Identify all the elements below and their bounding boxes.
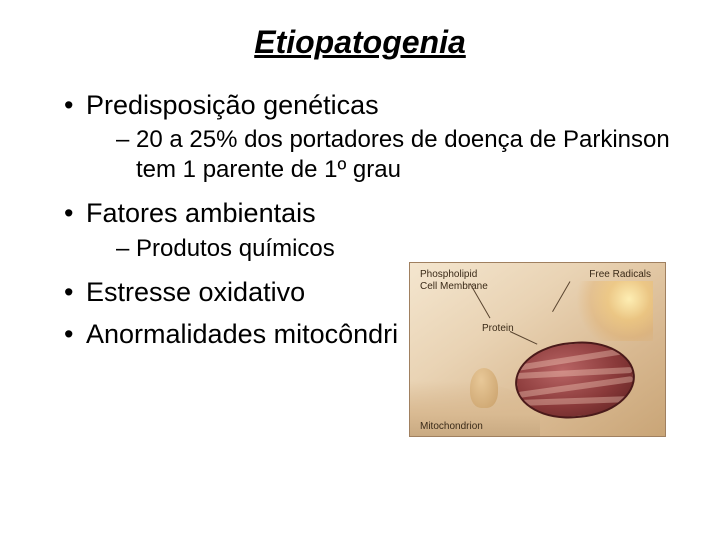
bullet-environmental-text: Fatores ambientais (86, 198, 316, 228)
callout-line-protein (510, 331, 538, 345)
crista (519, 396, 635, 406)
bullet-environmental: Fatores ambientais Produtos químicos (64, 195, 680, 263)
sub-bullet-percent: 20 a 25% dos portadores de doença de Par… (116, 125, 680, 185)
sub-bullet-chemicals: Produtos químicos (116, 234, 680, 264)
slide-title: Etiopatogenia (40, 24, 680, 61)
label-freeradicals: Free Radicals (589, 269, 651, 280)
callout-line-radicals (552, 281, 570, 312)
label-phospholipid: Phospholipid (420, 269, 477, 280)
bullet-genetic-text: Predisposição genéticas (86, 90, 379, 120)
crista (516, 367, 632, 379)
slide-container: Etiopatogenia Predisposição genéticas 20… (0, 0, 720, 540)
sub-list-genetic: 20 a 25% dos portadores de doença de Par… (86, 125, 680, 185)
crista (518, 376, 634, 398)
label-protein: Protein (482, 323, 514, 334)
bullet-genetic: Predisposição genéticas 20 a 25% dos por… (64, 87, 680, 185)
sub-list-environmental: Produtos químicos (86, 234, 680, 264)
free-radicals-glow (573, 281, 653, 341)
cell-diagram: Phospholipid Cell Membrane Free Radicals… (409, 262, 666, 437)
label-cellmembrane: Cell Membrane (420, 281, 488, 292)
protein-shape (470, 368, 498, 408)
label-mitochondrion: Mitochondrion (420, 421, 483, 432)
